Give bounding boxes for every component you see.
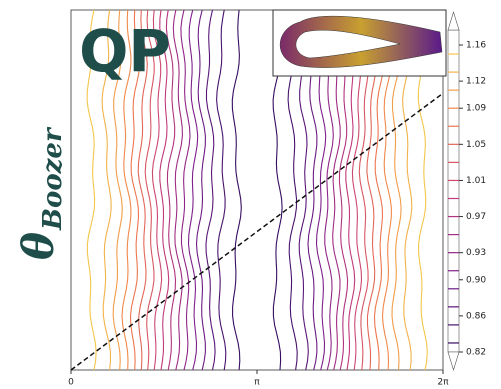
colorbar-extend-top bbox=[448, 12, 459, 30]
colorbar-tick-label: 1.05 bbox=[466, 140, 486, 150]
x-tick-label: 2π bbox=[437, 378, 449, 388]
colorbar-tick-label: 1.16 bbox=[466, 41, 486, 51]
x-tick-label: 0 bbox=[68, 378, 74, 388]
y-axis-label-sub: Boozer bbox=[38, 126, 68, 231]
logo: QP bbox=[79, 17, 171, 85]
chart: QP θ Boozer 0 π 2π 0.82 0.86 0.90 0.93 0.97 1.01… bbox=[0, 0, 501, 389]
colorbar-tick-label: 1.09 bbox=[466, 104, 486, 114]
colorbar-tick-label: 1.01 bbox=[466, 176, 486, 186]
colorbar-tick-label: 0.97 bbox=[466, 212, 486, 222]
colorbar-tick-label: 0.90 bbox=[466, 275, 486, 285]
y-axis-label: θ bbox=[14, 232, 63, 260]
colorbar-tick-label: 0.82 bbox=[466, 348, 486, 358]
colorbar-tick-label: 0.93 bbox=[466, 248, 486, 258]
colorbar-extend-bottom bbox=[448, 352, 459, 370]
colorbar-tick-label: 1.12 bbox=[466, 77, 486, 87]
colorbar bbox=[448, 12, 459, 370]
inset bbox=[273, 10, 446, 76]
x-tick-label: π bbox=[254, 378, 260, 388]
colorbar-body bbox=[448, 30, 459, 352]
colorbar-tick-label: 0.86 bbox=[466, 311, 486, 321]
